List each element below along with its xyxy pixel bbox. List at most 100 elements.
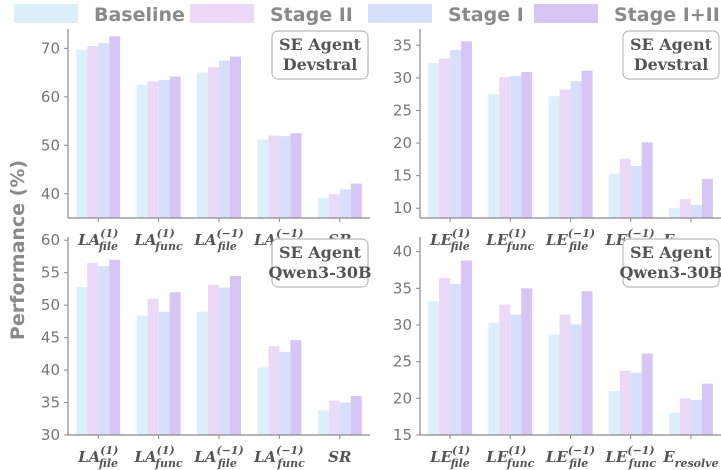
bar — [439, 58, 451, 218]
bar — [76, 49, 88, 218]
legend-swatch — [14, 4, 78, 23]
legend-item: Stage I — [368, 4, 524, 26]
bar — [136, 315, 148, 435]
y-tick-label: 30 — [393, 69, 412, 87]
annotation-text: Devstral — [634, 55, 709, 74]
legend: Baseline Stage II Stage I Stage I+II — [14, 4, 720, 26]
y-tick-label: 60 — [41, 88, 60, 106]
bar — [570, 324, 582, 435]
bar — [290, 340, 302, 435]
bar — [136, 84, 148, 218]
bar — [581, 291, 593, 435]
x-tick-label: LA(1) file — [77, 444, 118, 470]
chart-panel-br: 15 20 25 30 35 40 LE(1) file LE(1) func LE(−1) file… — [393, 237, 721, 470]
x-tick-label: LA(1) file — [77, 227, 118, 253]
legend-label: Stage I+II — [614, 4, 720, 26]
y-tick-label: 25 — [393, 101, 412, 119]
annotation-text: SE Agent — [630, 35, 713, 54]
x-tick-label: LE(1) file — [429, 444, 470, 470]
bar — [521, 288, 533, 435]
bar — [219, 287, 230, 435]
bar — [230, 56, 241, 218]
y-tick-label: 70 — [41, 39, 60, 57]
legend-item: Stage II — [190, 4, 353, 26]
bar — [197, 311, 208, 435]
x-tick-label: LE(−1)func — [604, 444, 656, 470]
annotation-text: SE Agent — [279, 35, 362, 54]
bar — [461, 41, 473, 219]
x-tick-label: LA(−1)func — [253, 444, 305, 470]
y-tick-label: 10 — [393, 199, 412, 217]
bar — [87, 46, 99, 218]
bar — [499, 77, 511, 218]
bar — [109, 36, 121, 218]
bar — [350, 396, 362, 435]
y-tick-label: 35 — [393, 279, 412, 297]
legend-label: Baseline — [94, 4, 185, 26]
bar — [668, 413, 680, 435]
bar — [461, 260, 473, 435]
x-tick-label: LE(1) func — [485, 444, 534, 470]
bar — [690, 205, 702, 218]
bar — [158, 311, 170, 435]
y-tick-label: 25 — [393, 353, 412, 371]
bar — [428, 301, 440, 435]
y-tick-label: 35 — [393, 36, 412, 54]
bar — [317, 197, 329, 218]
bar — [548, 334, 560, 435]
y-tick-label: 30 — [41, 426, 60, 444]
annotation-text: SE Agent — [279, 243, 362, 262]
bar — [208, 285, 219, 435]
bar — [499, 304, 511, 435]
x-tick-label: LA(−1) file — [193, 227, 243, 253]
bar — [548, 96, 560, 218]
legend-item: Baseline — [14, 4, 185, 26]
bar — [679, 398, 691, 435]
x-tick-label: LA(1) func — [133, 227, 182, 253]
bar — [279, 136, 291, 218]
legend-item: Stage I+II — [534, 4, 720, 26]
y-tick-label: 50 — [41, 136, 60, 154]
y-tick-label: 50 — [41, 296, 60, 314]
bar — [630, 165, 642, 218]
bar — [521, 72, 533, 218]
legend-swatch — [190, 4, 254, 23]
bar — [169, 76, 181, 218]
bar — [679, 199, 691, 218]
y-tick-label: 40 — [393, 243, 412, 261]
bar — [619, 158, 631, 218]
legend-label: Stage II — [270, 4, 353, 26]
x-tick-label: LE(−1) file — [545, 227, 595, 253]
bar — [317, 410, 329, 435]
bar — [488, 322, 500, 435]
bar — [701, 178, 713, 218]
bar — [488, 94, 500, 218]
bar — [98, 43, 110, 218]
bar — [147, 298, 159, 435]
bar — [158, 79, 170, 219]
bar — [450, 49, 462, 219]
x-tick-label: LE(−1) file — [545, 444, 595, 470]
bar — [76, 287, 88, 435]
bar — [559, 314, 571, 435]
bar — [279, 351, 291, 435]
bar — [328, 194, 340, 218]
y-axis-label: Performance (%) — [7, 160, 29, 340]
bar — [690, 399, 702, 435]
bar — [257, 139, 269, 218]
bar — [641, 353, 653, 435]
bar — [257, 367, 269, 435]
legend-swatch — [534, 4, 598, 23]
annotation-text: Devstral — [283, 55, 358, 74]
bar — [619, 370, 631, 435]
annotation-frame — [622, 30, 720, 80]
bar — [109, 259, 121, 435]
legend-label: Stage I — [448, 4, 524, 26]
bar — [510, 75, 522, 219]
bar — [98, 266, 110, 435]
y-tick-label: 40 — [41, 185, 60, 203]
bar — [510, 314, 522, 435]
